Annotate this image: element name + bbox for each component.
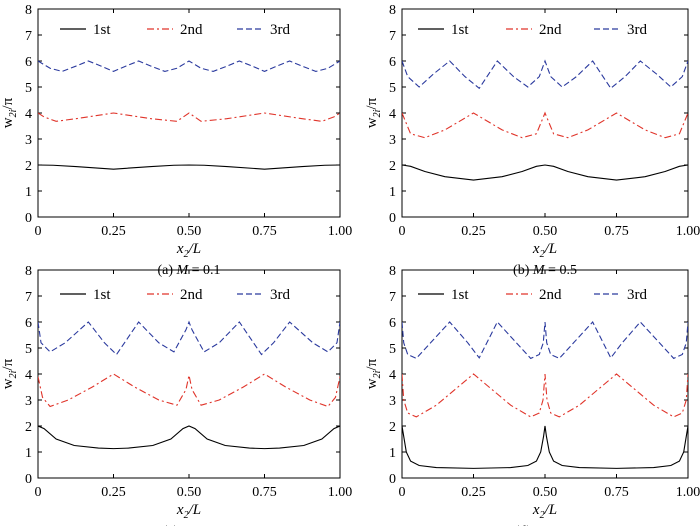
- series-line-3rd: [402, 59, 688, 90]
- x-tick-label: 0.75: [252, 224, 277, 239]
- x-tick-label: 0.75: [252, 485, 277, 500]
- y-tick-label: 8: [389, 3, 396, 18]
- y-tick-label: 7: [25, 290, 32, 305]
- x-tick-label: 1.00: [328, 485, 353, 500]
- y-tick-label: 4: [389, 107, 396, 122]
- series-line-3rd: [402, 321, 688, 360]
- y-tick-label: 2: [25, 420, 32, 435]
- y-tick-label: 2: [389, 159, 396, 174]
- chart-panel-3: 0 1 2 3 4 5 6 7 8 0 0.25 0.50 0.75 1.00 1st 2nd 3rd x2/L w…: [0, 264, 352, 526]
- legend-label-1st: 1st: [93, 287, 111, 303]
- x-tick-label: 0: [35, 485, 42, 500]
- y-tick-label: 0: [389, 211, 396, 226]
- legend-label-2nd: 2nd: [180, 287, 203, 303]
- series-line-2nd: [402, 111, 688, 139]
- legend-label-3rd: 3rd: [270, 22, 290, 38]
- legend-label-1st: 1st: [451, 287, 469, 303]
- y-axis-label: w2i/π: [364, 97, 383, 128]
- y-tick-label: 3: [25, 133, 32, 148]
- y-axis-label: w2i/π: [0, 358, 19, 389]
- legend-label-3rd: 3rd: [627, 22, 647, 38]
- x-tick-label: 0.75: [604, 485, 629, 500]
- y-tick-label: 5: [25, 342, 32, 357]
- legend-label-2nd: 2nd: [539, 287, 562, 303]
- x-axis-label: x2/L: [532, 502, 557, 521]
- y-tick-label: 1: [25, 446, 32, 461]
- y-tick-label: 3: [25, 394, 32, 409]
- x-axis-label: x2/L: [532, 241, 557, 260]
- x-tick-label: 1.00: [676, 224, 700, 239]
- legend-label-2nd: 2nd: [539, 22, 562, 38]
- panel-caption: (c) M = 1: [163, 524, 216, 526]
- y-axis-label: w2i/π: [0, 97, 19, 128]
- legend-label-3rd: 3rd: [627, 287, 647, 303]
- legend-label-2nd: 2nd: [180, 22, 203, 38]
- x-tick-label: 1.00: [676, 485, 700, 500]
- y-tick-label: 3: [389, 394, 396, 409]
- x-axis-label: x2/L: [176, 241, 201, 260]
- y-tick-label: 5: [389, 342, 396, 357]
- x-tick-label: 0.25: [101, 485, 126, 500]
- legend-label-1st: 1st: [451, 22, 469, 38]
- y-tick-label: 4: [389, 368, 396, 383]
- x-tick-label: 0.50: [177, 485, 202, 500]
- series-line-2nd: [38, 373, 340, 408]
- y-tick-label: 4: [25, 368, 32, 383]
- panel-caption: (d) M = 10: [515, 524, 575, 526]
- x-tick-label: 1.00: [328, 224, 353, 239]
- series-line-1st: [402, 164, 688, 181]
- y-tick-label: 2: [389, 420, 396, 435]
- series-line-1st: [38, 164, 340, 170]
- chart-panel-4: 0 1 2 3 4 5 6 7 8 0 0.25 0.50 0.75 1.00 1st 2nd 3rd x2/L w…: [364, 264, 700, 526]
- x-tick-label: 0.25: [461, 485, 486, 500]
- y-tick-label: 2: [25, 159, 32, 174]
- y-tick-label: 8: [389, 264, 396, 279]
- series-line-3rd: [38, 60, 340, 72]
- legend-label-1st: 1st: [93, 22, 111, 38]
- y-tick-label: 6: [25, 316, 32, 331]
- x-tick-label: 0: [399, 224, 406, 239]
- y-tick-label: 1: [389, 185, 396, 200]
- y-tick-label: 3: [389, 133, 396, 148]
- y-tick-label: 7: [25, 29, 32, 44]
- chart-panel-2: 0 1 2 3 4 5 6 7 8 0 0.25 0.50 0.75 1.00 1st 2nd 3rd x2/L w…: [364, 3, 700, 278]
- x-tick-label: 0.50: [533, 485, 558, 500]
- y-tick-label: 4: [25, 107, 32, 122]
- x-tick-label: 0.25: [101, 224, 126, 239]
- y-tick-label: 6: [25, 55, 32, 70]
- x-tick-label: 0.75: [604, 224, 629, 239]
- y-tick-label: 1: [389, 446, 396, 461]
- series-line-2nd: [402, 373, 688, 418]
- y-tick-label: 8: [25, 264, 32, 279]
- series-line-2nd: [38, 112, 340, 122]
- x-tick-label: 0: [35, 224, 42, 239]
- y-tick-label: 0: [389, 472, 396, 487]
- y-axis-label: w2i/π: [364, 358, 383, 389]
- x-tick-label: 0.25: [461, 224, 486, 239]
- x-tick-label: 0.50: [533, 224, 558, 239]
- y-tick-label: 6: [389, 55, 396, 70]
- y-tick-label: 6: [389, 316, 396, 331]
- y-tick-label: 8: [25, 3, 32, 18]
- y-tick-label: 1: [25, 185, 32, 200]
- y-tick-label: 7: [389, 29, 396, 44]
- series-line-3rd: [38, 320, 340, 356]
- y-tick-label: 5: [389, 81, 396, 96]
- legend-label-3rd: 3rd: [270, 287, 290, 303]
- x-tick-label: 0.50: [177, 224, 202, 239]
- y-tick-label: 5: [25, 81, 32, 96]
- y-tick-label: 0: [25, 211, 32, 226]
- series-line-1st: [402, 425, 688, 469]
- y-tick-label: 7: [389, 290, 396, 305]
- y-tick-label: 0: [25, 472, 32, 487]
- series-line-1st: [38, 425, 340, 450]
- x-tick-label: 0: [399, 485, 406, 500]
- x-axis-label: x2/L: [176, 502, 201, 521]
- chart-panel-1: 0 1 2 3 4 5 6 7 8 0 0.25 0.50 0.75 1.00 1st 2nd 3rd x2/L w…: [0, 3, 352, 278]
